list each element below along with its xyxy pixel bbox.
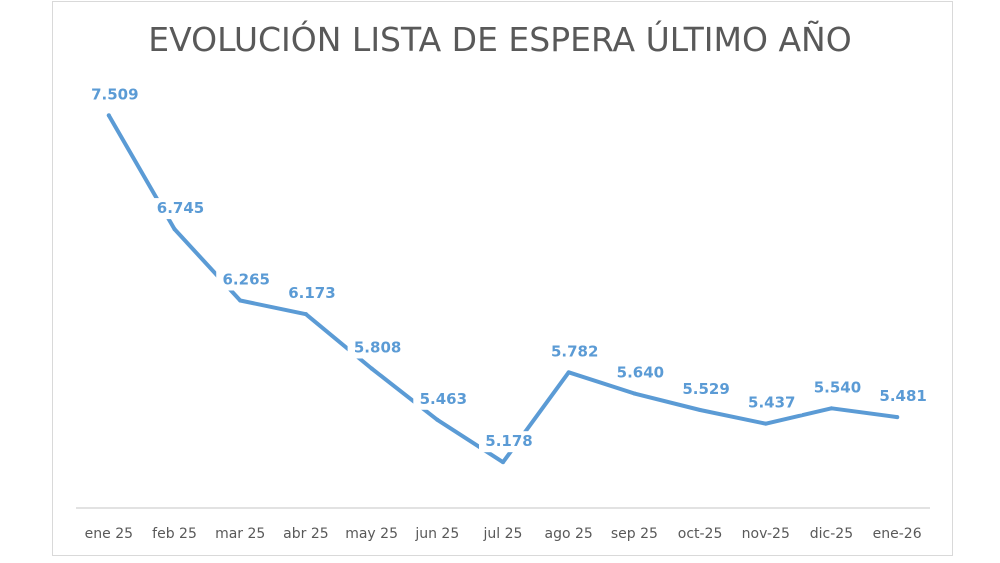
- chart-title: EVOLUCIÓN LISTA DE ESPERA ÚLTIMO AÑO: [148, 20, 852, 59]
- x-tick-label: ene 25: [85, 526, 133, 542]
- data-label-background: [84, 84, 145, 106]
- data-label: 5.540: [814, 378, 861, 396]
- data-label: 5.437: [748, 394, 795, 412]
- data-label-background: [150, 198, 211, 220]
- data-label-background: [479, 431, 539, 453]
- data-label: 5.640: [617, 363, 664, 381]
- data-label-background: [807, 377, 868, 399]
- data-label-background: [216, 269, 277, 291]
- x-tick-label: dic-25: [810, 526, 853, 542]
- data-point: [172, 227, 177, 232]
- data-label-background: [676, 378, 737, 400]
- x-tick-label: abr 25: [283, 526, 329, 542]
- data-point: [501, 460, 505, 465]
- x-tick-label: jul 25: [483, 526, 523, 542]
- data-label: 5.178: [485, 432, 532, 450]
- data-point: [829, 406, 834, 411]
- data-label-background: [544, 341, 605, 363]
- data-point: [435, 417, 440, 422]
- x-tick-label: ago 25: [545, 526, 593, 542]
- data-label: 5.529: [682, 380, 729, 398]
- data-point: [303, 312, 308, 317]
- data-label: 7.509: [91, 85, 138, 103]
- data-label-background: [413, 388, 474, 410]
- x-tick-label: mar 25: [215, 526, 265, 542]
- data-point: [632, 391, 637, 396]
- data-label: 6.745: [157, 199, 204, 217]
- data-point: [238, 298, 243, 303]
- x-tick-label: may 25: [345, 526, 398, 542]
- data-point: [566, 370, 571, 375]
- data-label-background: [347, 337, 408, 359]
- x-tick-label: nov-25: [742, 526, 790, 542]
- data-point: [106, 113, 111, 118]
- data-label: 5.481: [879, 387, 926, 405]
- data-point: [369, 366, 374, 371]
- data-point: [698, 407, 703, 412]
- x-tick-label: sep 25: [611, 526, 658, 542]
- data-label: 6.173: [288, 284, 335, 302]
- data-label-background: [873, 386, 934, 408]
- data-label: 6.265: [223, 270, 270, 288]
- data-labels-group: 7.509 6.745 6.265 6.173 5.808 5.463 5.178 5.782…: [84, 84, 934, 453]
- data-label: 5.808: [354, 338, 401, 356]
- series-line-group: [106, 113, 900, 465]
- x-tick-labels-group: ene 25 feb 25 mar 25 abr 25 may 25 jun 25 jul …: [85, 526, 922, 542]
- x-tick-label: oct-25: [678, 526, 723, 542]
- data-label: 5.463: [420, 390, 467, 408]
- data-point: [763, 421, 768, 426]
- x-tick-label: feb 25: [152, 526, 197, 542]
- data-label-background: [741, 392, 802, 414]
- data-label: 5.782: [551, 342, 598, 360]
- data-label-background: [610, 362, 671, 384]
- data-label-background: [281, 283, 342, 305]
- x-tick-label: jun 25: [414, 526, 459, 542]
- data-point: [895, 415, 900, 420]
- x-tick-label: ene-26: [873, 526, 922, 542]
